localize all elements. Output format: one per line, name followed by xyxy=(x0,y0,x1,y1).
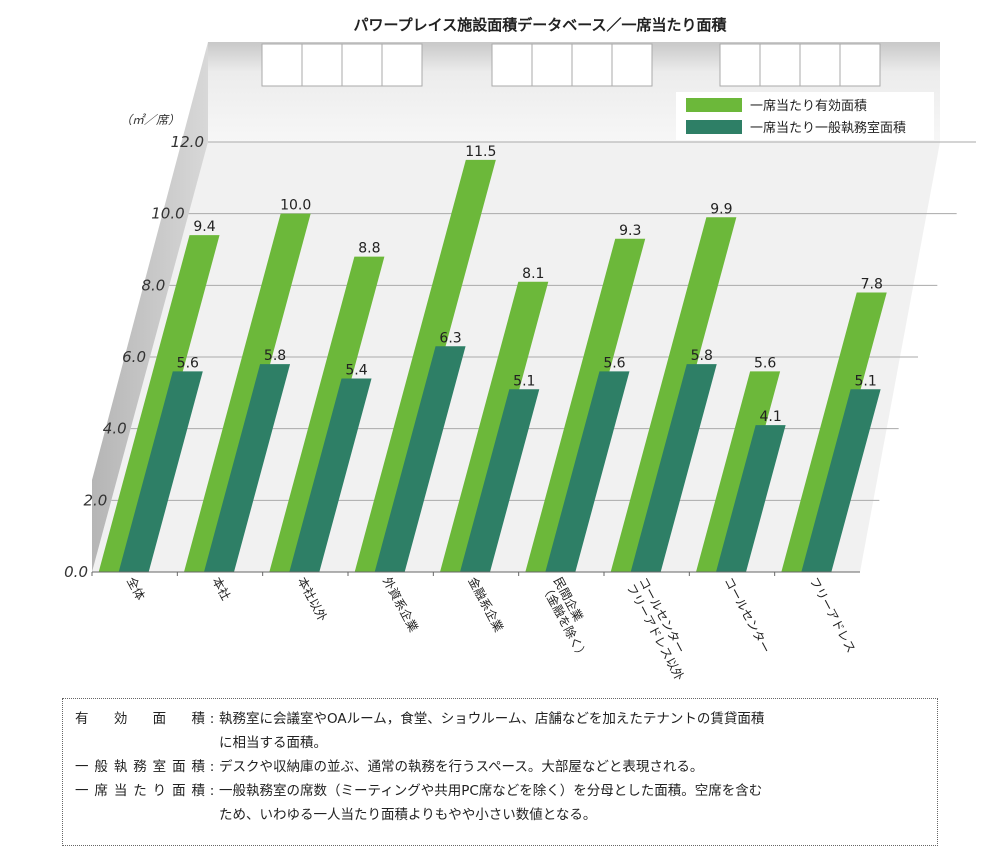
category-label: 民間企業（金融を除く） xyxy=(538,574,591,662)
bars xyxy=(98,159,887,572)
data-label: 6.3 xyxy=(439,330,461,346)
x-axis-ticks xyxy=(91,572,776,576)
note-colon: : xyxy=(209,759,215,775)
back-panel-windows xyxy=(261,43,881,87)
category-label-line: フリーアドレス xyxy=(807,575,859,655)
category-label: 金融系企業 xyxy=(465,574,506,634)
note-desc: 一般執務室の席数（ミーティングや共用PC席などを除く）を分母とした面積。空席を含… xyxy=(219,779,925,827)
y-tick-label: 0.0 xyxy=(64,563,88,581)
bar-office-area xyxy=(460,389,540,572)
bar-office-area xyxy=(289,378,372,572)
data-label: 5.1 xyxy=(855,373,877,389)
left-wall xyxy=(92,42,208,572)
data-label: 8.1 xyxy=(522,266,544,282)
legend: 一席当たり有効面積 一席当たり一般執務室面積 xyxy=(676,92,934,140)
category-label-line: 金融系企業 xyxy=(465,574,506,634)
data-label: 5.4 xyxy=(345,363,367,379)
note-term: 有効面積 xyxy=(75,711,205,727)
bar-effective-area xyxy=(525,238,646,572)
category-label: 本社 xyxy=(209,574,234,602)
category-label: 全体 xyxy=(124,574,149,602)
bar-effective-area xyxy=(610,217,737,572)
bar-effective-area xyxy=(354,159,496,572)
bar-effective-area xyxy=(269,256,385,572)
data-label: 5.6 xyxy=(177,355,199,371)
category-label: コールセンター xyxy=(721,575,773,656)
data-label: 9.4 xyxy=(193,219,215,235)
data-labels: 9.4 5.6 10.0 5.8 8.8 5.4 11.5 6.3 8.1 5.1 9.3 5.6 9.… xyxy=(177,144,883,425)
bar-office-area xyxy=(118,371,203,572)
category-label-line: 本社以外 xyxy=(295,574,331,623)
category-label-line: 外資系企業 xyxy=(380,574,421,634)
note-row: 有効面積 : 執務室に会議室やOAルーム，食堂、ショウルーム、店舗などを加えたテ… xyxy=(75,707,925,755)
y-axis: 0.0 2.0 4.0 6.0 8.0 10.0 12.0 xyxy=(64,133,204,581)
bar-effective-area xyxy=(98,235,220,572)
data-label: 5.8 xyxy=(691,348,713,364)
data-label: 5.6 xyxy=(754,355,776,371)
category-label: 本社以外 xyxy=(295,574,331,623)
note-desc-line: デスクや収納庫の並ぶ、通常の執務を行うスペース。大部屋などと表現される。 xyxy=(219,759,704,775)
bar-effective-area xyxy=(440,281,549,572)
definitions-box: 有効面積 : 執務室に会議室やOAルーム，食堂、ショウルーム、店舗などを加えたテ… xyxy=(62,698,938,846)
data-label: 9.3 xyxy=(619,223,641,239)
bar-office-area xyxy=(204,364,291,572)
data-label: 5.6 xyxy=(603,355,625,371)
data-label: 4.1 xyxy=(760,409,782,425)
note-row: 一般執務室面積 : デスクや収納庫の並ぶ、通常の執務を行うスペース。大部屋などと… xyxy=(75,755,925,779)
chart-title: パワープレイス施設面積データベース／一席当たり面積 xyxy=(354,16,728,34)
category-label: フリーアドレス xyxy=(807,575,859,655)
y-tick-label: 4.0 xyxy=(103,420,127,438)
data-label: 11.5 xyxy=(465,144,496,160)
note-desc-line: 一般執務室の席数（ミーティングや共用PC席などを除く）を分母とした面積。空席を含… xyxy=(219,783,763,799)
bar-effective-area xyxy=(781,292,887,572)
bar-office-area xyxy=(801,389,881,572)
category-label-line: 本社 xyxy=(209,574,234,602)
y-tick-label: 10.0 xyxy=(151,205,184,223)
note-desc: 執務室に会議室やOAルーム，食堂、ショウルーム、店舗などを加えたテナントの賃貸面… xyxy=(219,707,925,755)
data-label: 10.0 xyxy=(280,198,311,214)
category-label: 外資系企業 xyxy=(380,574,421,634)
note-desc: デスクや収納庫の並ぶ、通常の執務を行うスペース。大部屋などと表現される。 xyxy=(219,755,925,779)
data-label: 7.8 xyxy=(861,277,883,293)
bar-office-area xyxy=(716,425,786,572)
note-desc-line: 執務室に会議室やOAルーム，食堂、ショウルーム、店舗などを加えたテナントの賃貸面… xyxy=(219,711,765,727)
category-label-line: コールセンター xyxy=(721,575,773,656)
chart: パワープレイス施設面積データベース／一席当たり面積 0.0 2.0 4.0 6.0 8.… xyxy=(64,16,976,683)
category-label-line: 全体 xyxy=(124,574,149,602)
category-labels: 全体 本社 本社以外 外資系企業 金融系企業 民間企業（金融を除く） コールセンターフリーア… xyxy=(124,574,858,683)
note-colon: : xyxy=(209,711,215,727)
data-label: 5.1 xyxy=(513,373,535,389)
note-desc-line: ため、いわゆる一人当たり面積よりもやや小さい数値となる。 xyxy=(219,807,597,823)
bar-effective-area xyxy=(184,213,311,572)
bar-office-area xyxy=(630,364,717,572)
legend-label-effective: 一席当たり有効面積 xyxy=(750,98,867,114)
legend-label-office: 一席当たり一般執務室面積 xyxy=(750,120,906,136)
y-tick-label: 8.0 xyxy=(141,276,165,294)
legend-swatch-office xyxy=(686,120,742,134)
bar-office-area xyxy=(545,371,630,572)
note-colon: : xyxy=(209,783,215,799)
note-row: 一席当たり面積 : 一般執務室の席数（ミーティングや共用PC席などを除く）を分母… xyxy=(75,779,925,827)
bar-office-area xyxy=(374,346,466,572)
data-label: 5.8 xyxy=(264,348,286,364)
y-tick-label: 2.0 xyxy=(83,491,107,509)
note-term: 一般執務室面積 xyxy=(75,759,205,775)
y-tick-label: 6.0 xyxy=(122,348,146,366)
unit-label: （㎡／席） xyxy=(120,113,180,127)
y-tick-label: 12.0 xyxy=(171,133,204,151)
data-label: 9.9 xyxy=(710,201,732,217)
note-term: 一席当たり面積 xyxy=(75,783,205,799)
note-desc-line: に相当する面積。 xyxy=(219,735,327,751)
bar-effective-area xyxy=(696,371,781,572)
legend-swatch-effective xyxy=(686,98,742,112)
data-label: 8.8 xyxy=(358,241,380,257)
